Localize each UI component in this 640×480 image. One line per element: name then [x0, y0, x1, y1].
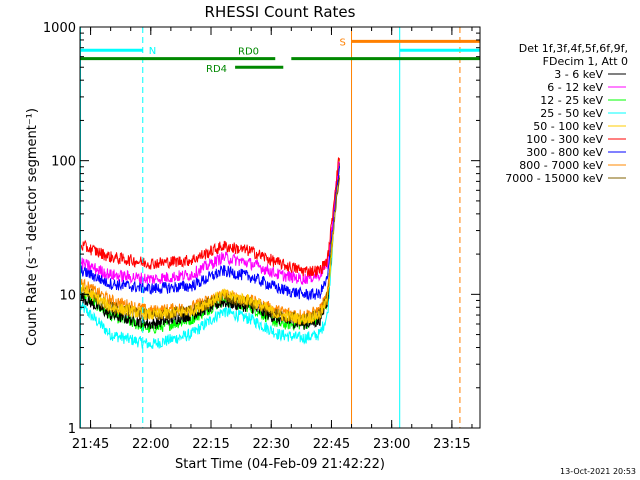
annotation-bars: N S RD0 RD4 [80, 37, 480, 75]
plot-frame [79, 26, 481, 429]
timestamp: 13-Oct-2021 20:53 [560, 467, 636, 476]
data-traces [80, 157, 340, 349]
legend-label-2: 12 - 25 keV [540, 94, 603, 107]
annotation-label-5: RD4 [206, 64, 227, 75]
y-tick-label-2: 100 [51, 155, 76, 170]
y-tick-label-1: 10 [59, 288, 76, 303]
legend-label-5: 100 - 300 keV [526, 133, 603, 146]
legend-header-line-1: Det 1f,3f,4f,5f,6f,9f, [519, 42, 628, 55]
x-tick-label-4: 22:45 [313, 437, 350, 452]
legend-label-4: 50 - 100 keV [533, 120, 603, 133]
series-line-3 [80, 165, 340, 349]
annotation-label-1: S [340, 37, 346, 48]
annotation-label-3: RD0 [238, 47, 259, 58]
x-axis-label: Start Time (04-Feb-09 21:42:22) [175, 457, 385, 472]
x-tick-label-0: 21:45 [72, 437, 109, 452]
y-tick-label-3: 1000 [43, 21, 76, 36]
legend-label-1: 6 - 12 keV [547, 81, 603, 94]
legend-label-0: 3 - 6 keV [554, 68, 603, 81]
x-tick-label-5: 23:00 [373, 437, 410, 452]
x-tick-label-6: 23:15 [433, 437, 470, 452]
x-tick-label-1: 22:00 [132, 437, 169, 452]
series-line-5 [80, 157, 340, 277]
legend-header-line-2: FDecim 1, Att 0 [543, 55, 628, 68]
axis-ticks: 21:45 22:00 22:15 22:30 22:45 23:00 23:15 1 10 10… [43, 21, 480, 452]
legend-label-8: 7000 - 15000 keV [505, 172, 603, 185]
legend: Det 1f,3f,4f,5f,6f,9f, FDecim 1, Att 0 3… [505, 42, 628, 185]
legend-label-3: 25 - 50 keV [540, 107, 603, 120]
plot-area [80, 27, 480, 428]
x-tick-label-3: 22:30 [253, 437, 290, 452]
legend-label-6: 300 - 800 keV [526, 146, 603, 159]
legend-label-7: 800 - 7000 keV [519, 159, 603, 172]
y-tick-label-0: 1 [68, 422, 76, 437]
series-line-1 [80, 161, 340, 285]
annotation-label-0: N [149, 46, 156, 57]
x-tick-label-2: 22:15 [192, 437, 229, 452]
axes [79, 26, 481, 429]
series-line-4 [80, 158, 340, 326]
chart-title: RHESSI Count Rates [205, 3, 356, 21]
series-line-6 [80, 165, 340, 301]
y-axis-label: Count Rate (s⁻¹ detector segment⁻¹) [25, 108, 40, 346]
